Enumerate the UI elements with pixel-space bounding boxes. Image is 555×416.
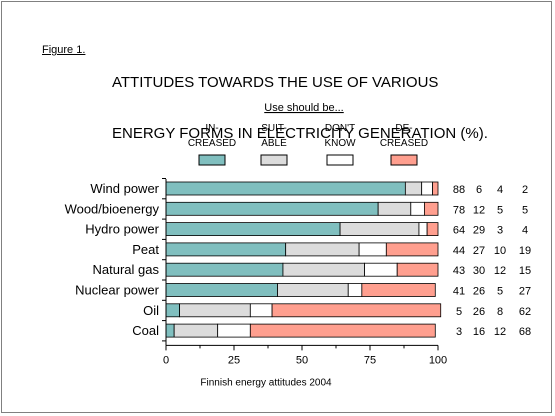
legend-label-line-1: IN- [205,123,218,134]
data-label: 6 [476,184,482,196]
data-label: 41 [453,286,465,298]
figure-label: Figure 1. [42,44,86,56]
bar-segment [165,323,175,338]
x-axis-label: Finnish energy attitudes 2004 [200,377,332,388]
category-label: Coal [132,323,159,338]
bar-segment [165,201,379,216]
x-tick-label: 75 [364,354,376,366]
figure-title: ATTITUDES TOWARDS THE USE OF VARIOUS ENE… [112,40,488,159]
bar-segment [277,283,349,297]
data-label: 4 [522,225,528,237]
category-label: Wind power [90,181,159,196]
data-label: 15 [519,265,531,277]
data-label: 44 [453,245,465,257]
bar-segment [282,262,365,277]
bar-segment [421,181,433,196]
x-tick-label: 0 [163,354,169,366]
data-label: 19 [519,245,531,257]
data-label: 5 [497,286,503,298]
data-label: 27 [473,245,485,257]
x-tick-label: 100 [429,354,447,366]
bar-segment [173,323,219,338]
data-label: 3 [497,225,503,237]
bar-segment [377,201,412,216]
bar-segment [165,283,278,297]
category-label: Hydro power [85,222,159,237]
bar-segment [423,201,439,216]
figure-title-line-2: ENERGY FORMS IN ELECTRICITY GENERATION (… [112,125,488,142]
bar-segment [249,323,436,338]
bar-segment [358,242,387,257]
data-label: 4 [497,184,503,196]
bar-segment [179,303,251,318]
data-label: 68 [519,326,531,338]
bar-segment [165,181,406,196]
bar-segment [271,303,442,318]
bar-segment [165,303,180,318]
category-label: Peat [132,242,159,257]
x-tick-label: 50 [296,354,308,366]
legend-swatch [390,154,418,166]
legend-swatch [260,154,288,166]
data-label: 43 [453,265,465,277]
legend-swatch [198,154,226,166]
data-label: 3 [456,326,462,338]
data-label: 26 [473,306,485,318]
data-label: 62 [519,306,531,318]
bar-segment [165,262,284,277]
legend-label-line-1: DE- [395,123,412,134]
legend-label-line-1: SUIT- [261,123,287,134]
data-label: 12 [473,204,485,216]
bar-segment [404,181,423,196]
legend-label-line-2: CREASED [188,138,236,149]
data-label: 64 [453,225,465,237]
category-label: Nuclear power [75,283,159,298]
data-label: 29 [473,225,485,237]
category-label: Wood/bioenergy [65,201,160,216]
data-label: 78 [453,204,465,216]
bar-segment [426,222,439,237]
legend-label-line-1: DON'T [325,123,355,134]
category-label: Oil [143,303,159,318]
bar-segment [347,283,363,297]
x-tick-label: 25 [228,354,240,366]
data-label: 5 [456,306,462,318]
bar-segment [165,222,341,237]
data-label: 5 [497,204,503,216]
data-label: 8 [497,306,503,318]
bar-segment [410,201,425,216]
legend-label-line-2: KNOW [324,138,356,149]
bar-segment [361,283,436,297]
legend-label-line-2: ABLE [261,138,287,149]
legend-label-line-2: CREASED [380,138,428,149]
data-label: 26 [473,286,485,298]
data-label: 16 [473,326,485,338]
bar-segment [364,262,398,277]
legend-swatch [326,154,354,166]
data-label: 5 [522,204,528,216]
figure-title-line-1: ATTITUDES TOWARDS THE USE OF VARIOUS [112,74,439,91]
data-label: 2 [522,184,528,196]
bar-segment [285,242,360,257]
data-label: 27 [519,286,531,298]
bar-segment [418,222,428,237]
category-label: Natural gas [93,262,160,277]
bar-segment [217,323,251,338]
data-label: 10 [494,245,506,257]
data-label: 88 [453,184,465,196]
bar-segment [339,222,420,237]
legend-title: Use should be... [264,102,344,114]
bar-segment [165,242,287,257]
data-label: 30 [473,265,485,277]
bar-segment [385,242,439,257]
bar-segment [396,262,439,277]
bar-segment [249,303,273,318]
data-label: 12 [494,265,506,277]
bar-segment [432,181,439,196]
data-label: 12 [494,326,506,338]
